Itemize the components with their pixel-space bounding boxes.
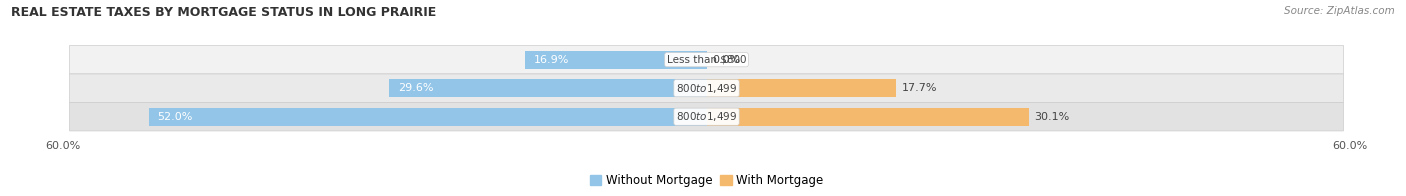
Text: $800 to $1,499: $800 to $1,499 — [676, 110, 737, 123]
Text: Less than $800: Less than $800 — [666, 55, 747, 65]
Text: 52.0%: 52.0% — [157, 112, 193, 122]
Text: REAL ESTATE TAXES BY MORTGAGE STATUS IN LONG PRAIRIE: REAL ESTATE TAXES BY MORTGAGE STATUS IN … — [11, 6, 436, 19]
Legend: Without Mortgage, With Mortgage: Without Mortgage, With Mortgage — [585, 170, 828, 192]
Bar — [707, 79, 896, 97]
Text: 16.9%: 16.9% — [534, 55, 569, 65]
Bar — [149, 108, 707, 125]
Text: 17.7%: 17.7% — [901, 83, 938, 93]
Bar — [707, 108, 1029, 125]
FancyBboxPatch shape — [69, 103, 1344, 131]
Text: Source: ZipAtlas.com: Source: ZipAtlas.com — [1284, 6, 1395, 16]
Text: $800 to $1,499: $800 to $1,499 — [676, 82, 737, 95]
Bar — [526, 51, 707, 69]
Text: 29.6%: 29.6% — [398, 83, 433, 93]
FancyBboxPatch shape — [69, 74, 1344, 103]
Bar — [389, 79, 707, 97]
FancyBboxPatch shape — [69, 45, 1344, 74]
Text: 30.1%: 30.1% — [1035, 112, 1070, 122]
Text: 0.0%: 0.0% — [711, 55, 740, 65]
